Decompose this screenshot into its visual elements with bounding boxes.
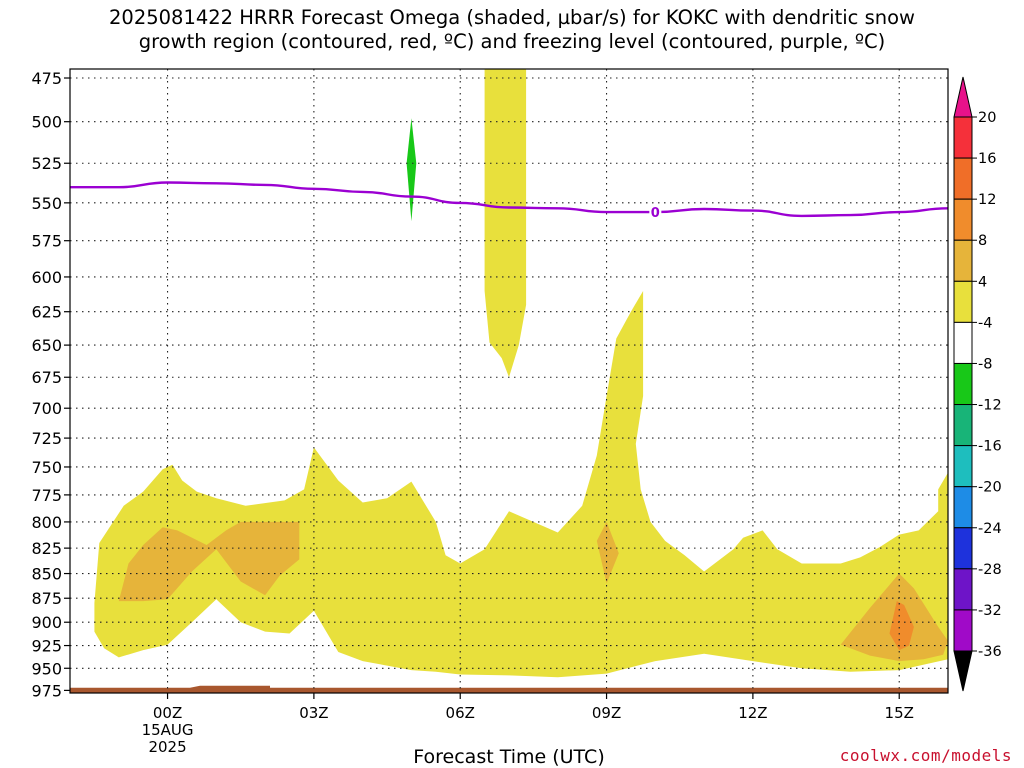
y-tick-label-750: 750: [31, 458, 62, 477]
y-axis: 475 500 525 550 575 600 625 650 675 700 725 750 775 8…: [31, 69, 70, 700]
colorbar-label-9: -20: [978, 480, 1002, 496]
x-tick-label-00Z: 00Z: [153, 704, 182, 722]
omega-regions: [94, 69, 948, 678]
colorbar: 20 16 12 8 4 -4 -8 -12 -16 -20 -24 -28 -32 -36: [953, 76, 1002, 692]
colorbar-bottom-arrow: [953, 650, 973, 692]
credit-link[interactable]: coolwx.com/models: [839, 746, 1012, 765]
colorbar-label-0: 20: [978, 110, 996, 126]
colorbar-label-8: -16: [978, 439, 1002, 455]
colorbar-box-12: [953, 609, 973, 652]
plot-frame: [69, 68, 949, 694]
x-tick-label-09Z: 09Z: [592, 704, 621, 722]
x-tick-date: 15AUG: [142, 721, 194, 739]
colorbar-label-7: -12: [978, 398, 1002, 414]
omega-region-3: [596, 521, 619, 584]
y-tick-label-475: 475: [31, 69, 62, 88]
x-tick-label-15Z: 15Z: [885, 704, 914, 722]
colorbar-box-3: [953, 239, 973, 282]
colorbar-label-12: -32: [978, 603, 1002, 619]
x-axis-title: Forecast Time (UTC): [413, 746, 605, 768]
colorbar-label-6: -8: [978, 356, 992, 372]
omega-region-1: [484, 69, 527, 378]
colorbar-box-5: [953, 321, 973, 364]
y-tick-label-525: 525: [31, 154, 62, 173]
y-tick-label-675: 675: [31, 368, 62, 387]
colorbar-box-2: [953, 198, 973, 241]
y-tick-label-825: 825: [31, 539, 62, 558]
omega-region-0: [94, 291, 948, 678]
colorbar-label-10: -24: [978, 521, 1002, 537]
x-tick-label-06Z: 06Z: [446, 704, 475, 722]
y-tick-label-575: 575: [31, 232, 62, 251]
y-tick-label-650: 650: [31, 336, 62, 355]
colorbar-label-13: -36: [978, 644, 1002, 660]
y-tick-label-975: 975: [31, 681, 62, 700]
colorbar-label-4: 4: [978, 274, 987, 290]
freezing-level-line: [70, 181, 949, 218]
omega-region-2: [118, 521, 300, 602]
y-tick-label-500: 500: [31, 113, 62, 132]
colorbar-box-9: [953, 486, 973, 529]
colorbar-box-1: [953, 157, 973, 200]
title-line-2: growth region (contoured, red, ºC) and f…: [138, 30, 886, 53]
colorbar-box-10: [953, 527, 973, 570]
colorbar-box-8: [953, 445, 973, 488]
y-tick-label-800: 800: [31, 513, 62, 532]
colorbar-box-4: [953, 280, 973, 323]
y-tick-label-950: 950: [31, 659, 62, 678]
freezing-level-layer: 0: [70, 181, 949, 221]
colorbar-box-6: [953, 362, 973, 406]
colorbar-label-5: -4: [978, 315, 992, 331]
y-tick-label-600: 600: [31, 268, 62, 287]
colorbar-box-7: [953, 404, 973, 447]
colorbar-label-2: 12: [978, 192, 996, 208]
y-tick-label-900: 900: [31, 613, 62, 632]
grid-lines: [70, 69, 948, 693]
y-tick-label-775: 775: [31, 486, 62, 505]
omega-region-6: [406, 118, 417, 222]
y-tick-label-725: 725: [31, 429, 62, 448]
colorbar-label-3: 8: [978, 233, 987, 249]
omega-region-5: [889, 601, 914, 651]
y-tick-label-850: 850: [31, 565, 62, 584]
colorbar-label-11: -28: [978, 562, 1002, 578]
x-tick-label-12Z: 12Z: [738, 704, 767, 722]
chart-title: 2025081422 HRRR Forecast Omega (shaded, …: [0, 6, 1024, 54]
y-tick-label-700: 700: [31, 399, 62, 418]
colorbar-top-arrow: [953, 76, 973, 118]
x-tick-label-03Z: 03Z: [299, 704, 328, 722]
colorbar-label-1: 16: [978, 151, 996, 167]
freezing-level-label: 0: [651, 206, 660, 221]
freezing-level-label-bg: [649, 204, 662, 221]
colorbar-box-11: [953, 568, 973, 611]
y-tick-label-550: 550: [31, 194, 62, 213]
title-line-1: 2025081422 HRRR Forecast Omega (shaded, …: [109, 6, 915, 29]
y-tick-label-625: 625: [31, 303, 62, 322]
terrain-fill: [70, 685, 948, 693]
colorbar-box-0: [953, 116, 973, 159]
x-tick-year: 2025: [148, 738, 186, 756]
y-tick-label-875: 875: [31, 589, 62, 608]
y-tick-label-925: 925: [31, 637, 62, 656]
terrain-layer: [70, 685, 948, 693]
